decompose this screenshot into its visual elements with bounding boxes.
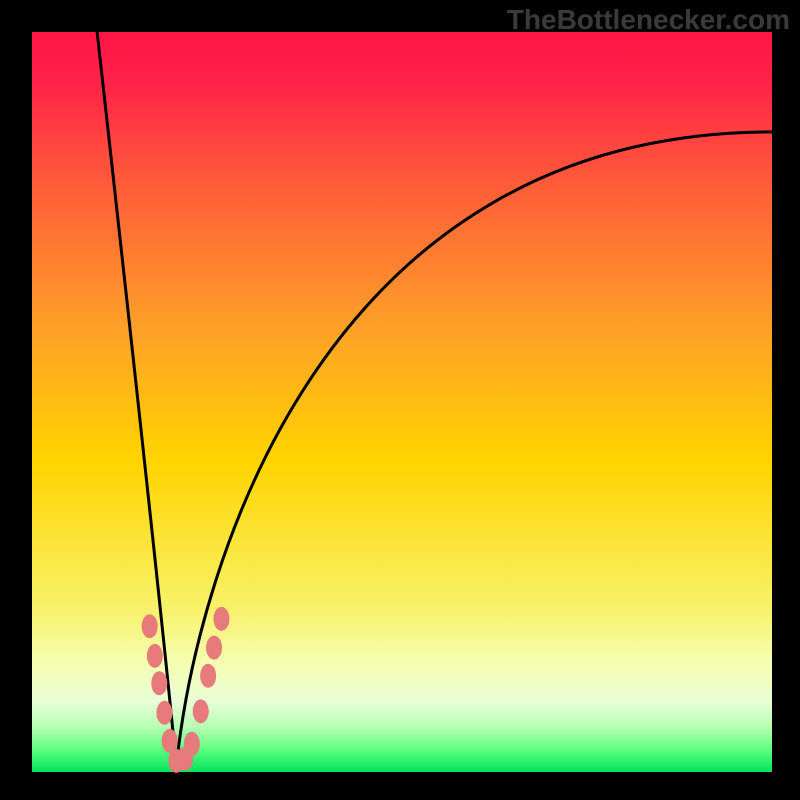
marker-point <box>184 732 200 756</box>
marker-point <box>151 671 167 695</box>
plot-area <box>32 32 772 772</box>
marker-point <box>142 614 158 638</box>
left-curve <box>97 32 176 766</box>
marker-group <box>142 607 230 773</box>
curves-layer <box>32 32 772 772</box>
marker-point <box>147 644 163 668</box>
watermark-text: TheBottlenecker.com <box>507 4 790 36</box>
marker-point <box>206 636 222 660</box>
chart-root: TheBottlenecker.com <box>0 0 800 800</box>
marker-point <box>156 701 172 725</box>
marker-point <box>200 664 216 688</box>
marker-point <box>193 699 209 723</box>
right-curve <box>176 132 772 766</box>
marker-point <box>213 607 229 631</box>
